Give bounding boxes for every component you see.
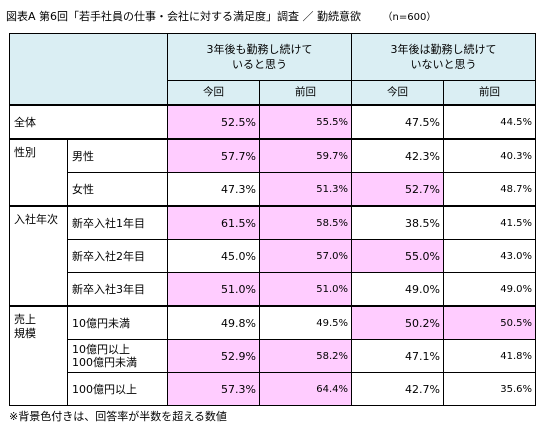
table-row: 入社年次 新卒入社1年目 61.5% 58.5% 38.5% 41.5%	[9, 205, 536, 307]
cell-current-stay: 57.3%	[167, 372, 260, 406]
row-label: 10億円以上 100億円未満	[67, 339, 168, 373]
cell-current-leave: 55.0%	[351, 239, 444, 273]
cell-previous-leave: 35.6%	[443, 372, 536, 406]
cell-previous-stay: 58.5%	[259, 205, 352, 240]
header-row-groups: 3年後も勤務し続けて いると思う 3年後は勤務し続けて いないと思う	[9, 33, 536, 106]
cell-current-leave: 50.2%	[351, 305, 444, 340]
sample-size: （n=600）	[382, 12, 437, 23]
cell-current-stay: 51.0%	[167, 272, 260, 307]
cell-previous-leave: 50.5%	[443, 305, 536, 340]
title-text: 図表A 第6回「若手社員の仕事・会社に対する満足度」調査 ／ 勤続意欲	[6, 10, 362, 23]
row-label: 100億円以上	[67, 372, 168, 406]
header-current-leave: 今回	[351, 80, 444, 106]
cell-current-leave: 49.0%	[351, 272, 444, 307]
cell-previous-leave: 49.0%	[443, 272, 536, 307]
table-row: 100億円以上 57.3% 64.4% 42.7% 35.6%	[10, 372, 536, 406]
cell-current-stay: 45.0%	[167, 239, 260, 273]
cell-previous-stay: 59.7%	[259, 138, 352, 173]
table-row: 売上 規模 10億円未満 49.8% 49.5% 50.2% 50.5%	[9, 305, 536, 406]
row-label: 新卒入社1年目	[67, 205, 168, 240]
cell-current-leave: 38.5%	[351, 205, 444, 240]
row-label: 男性	[67, 138, 168, 173]
cell-previous-stay: 51.0%	[259, 272, 352, 307]
table-row: 10億円以上 100億円未満 52.9% 58.2% 47.1% 41.8%	[10, 339, 536, 373]
cell-previous-leave: 43.0%	[443, 239, 536, 273]
table-row: 女性 47.3% 51.3% 52.7% 48.7%	[10, 172, 536, 207]
table-row: 新卒入社3年目 51.0% 51.0% 49.0% 49.0%	[10, 272, 536, 307]
cell-current-stay: 52.9%	[167, 339, 260, 373]
cell-previous-leave: 48.7%	[443, 172, 536, 207]
row-label: 新卒入社2年目	[67, 239, 168, 273]
header-row-periods: 今回 前回 今回 前回	[10, 80, 536, 106]
cell-current-leave: 47.1%	[351, 339, 444, 373]
figure-title: 図表A 第6回「若手社員の仕事・会社に対する満足度」調査 ／ 勤続意欲 （n=6…	[6, 8, 436, 24]
cell-previous-leave: 44.5%	[443, 104, 536, 140]
cell-previous-leave: 40.3%	[443, 138, 536, 173]
header-current-stay: 今回	[167, 80, 260, 106]
cell-current-leave: 42.7%	[351, 372, 444, 406]
cell-current-stay: 52.5%	[167, 104, 260, 140]
cell-previous-stay: 49.5%	[259, 305, 352, 340]
row-label: 全体	[9, 104, 168, 140]
row-label: 10億円未満	[67, 305, 168, 340]
cell-current-stay: 61.5%	[167, 205, 260, 240]
cell-current-stay: 57.7%	[167, 138, 260, 173]
table-row: 新卒入社2年目 45.0% 57.0% 55.0% 43.0%	[10, 239, 536, 273]
cell-current-leave: 42.3%	[351, 138, 444, 173]
cell-current-stay: 49.8%	[167, 305, 260, 340]
segment-label: 売上 規模	[9, 305, 68, 406]
cell-current-leave: 47.5%	[351, 104, 444, 140]
retention-table: 3年後も勤務し続けて いると思う 3年後は勤務し続けて いないと思う 今回 前回…	[9, 33, 536, 406]
segment-label: 入社年次	[9, 205, 68, 307]
cell-previous-leave: 41.5%	[443, 205, 536, 240]
header-previous-stay: 前回	[259, 80, 352, 106]
footnote: ※背景色付きは、回答率が半数を超える数値	[9, 410, 227, 423]
row-label: 女性	[67, 172, 168, 207]
segment-label: 性別	[9, 138, 68, 207]
table-row: 全体 52.5% 55.5% 47.5% 44.5%	[9, 104, 536, 140]
header-group-stay: 3年後も勤務し続けて いると思う	[167, 33, 352, 81]
cell-previous-stay: 58.2%	[259, 339, 352, 373]
cell-previous-stay: 55.5%	[259, 104, 352, 140]
cell-previous-leave: 41.8%	[443, 339, 536, 373]
header-corner	[9, 33, 168, 106]
table-row: 性別 男性 57.7% 59.7% 42.3% 40.3%	[9, 138, 536, 207]
cell-previous-stay: 64.4%	[259, 372, 352, 406]
header-previous-leave: 前回	[443, 80, 536, 106]
cell-current-stay: 47.3%	[167, 172, 260, 207]
cell-previous-stay: 51.3%	[259, 172, 352, 207]
row-label: 新卒入社3年目	[67, 272, 168, 307]
cell-previous-stay: 57.0%	[259, 239, 352, 273]
cell-current-leave: 52.7%	[351, 172, 444, 207]
header-group-leave: 3年後は勤務し続けて いないと思う	[351, 33, 536, 81]
